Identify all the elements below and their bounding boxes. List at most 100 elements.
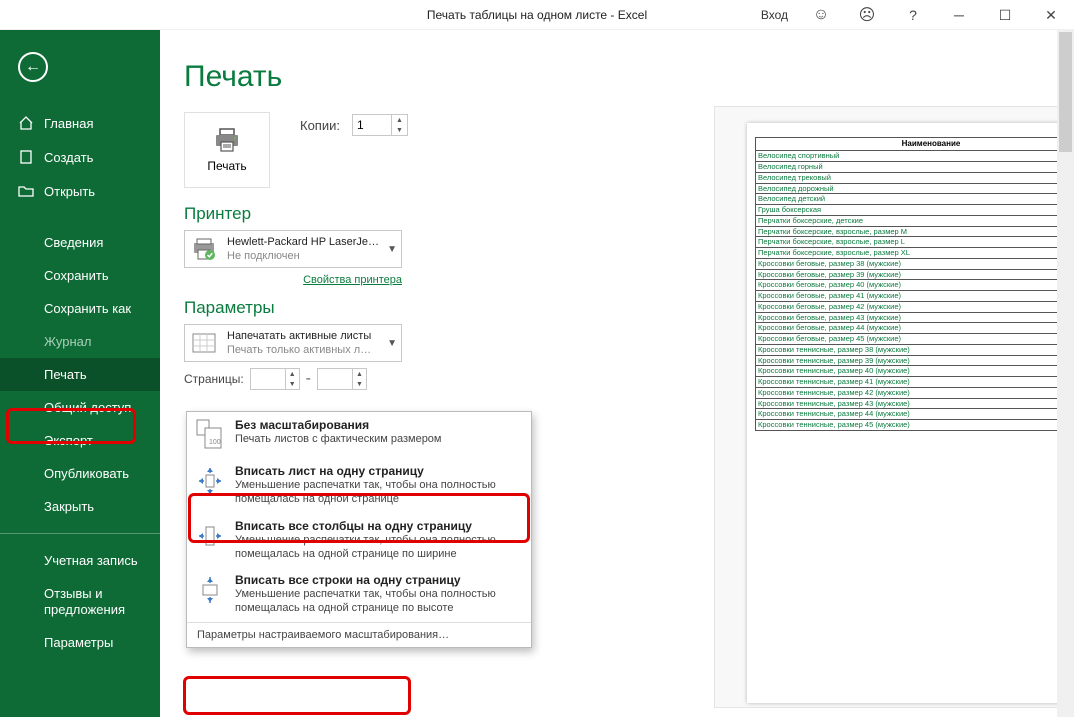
scale-option-fitrows[interactable]: Вписать все строки на одну страницуУмень… <box>187 567 531 622</box>
table-row: Кроссовки беговые, размер 45 (мужские)22… <box>756 334 1074 345</box>
spin-down-icon[interactable]: ▼ <box>286 379 299 389</box>
spin-up-icon[interactable]: ▲ <box>286 369 299 379</box>
sidebar-item-account[interactable]: Учетная запись <box>0 544 160 577</box>
print-button[interactable]: Печать <box>184 112 270 188</box>
help-icon[interactable]: ? <box>890 0 936 30</box>
scale-option-noscale[interactable]: 100 Без масштабированияПечать листов с ф… <box>187 412 531 458</box>
maximize-icon[interactable]: ☐ <box>982 0 1028 30</box>
window-scrollbar[interactable] <box>1057 30 1074 717</box>
sidebar-item-share[interactable]: Общий доступ <box>0 391 160 424</box>
chevron-down-icon: ▼ <box>387 338 397 349</box>
table-row: Кроссовки теннисные, размер 39 (мужские)… <box>756 355 1074 366</box>
table-row: Кроссовки беговые, размер 44 (мужские)22… <box>756 323 1074 334</box>
sidebar-item-label: Экспорт <box>44 433 93 448</box>
table-row: Кроссовки беговые, размер 38 (мужские)22… <box>756 258 1074 269</box>
table-row: Кроссовки теннисные, размер 41 (мужские)… <box>756 377 1074 388</box>
printer-icon <box>189 234 219 264</box>
fitcols-icon <box>195 519 225 553</box>
sidebar-item-label: Закрыть <box>44 499 94 514</box>
sidebar-item-label: Главная <box>44 116 93 131</box>
table-row: Велосипед спортивный2 560 <box>756 151 1074 162</box>
sidebar-item-options[interactable]: Параметры <box>0 626 160 659</box>
backstage-sidebar: ← Главная Создать Открыть Сведения Сохра… <box>0 30 160 717</box>
scale-option-fitcols[interactable]: Вписать все столбцы на одну страницуУмен… <box>187 513 531 568</box>
printer-props-link[interactable]: Свойства принтера <box>303 274 402 286</box>
table-row: Кроссовки теннисные, размер 45 (мужские)… <box>756 420 1074 431</box>
table-row: Перчатки боксерские, детские221 <box>756 215 1074 226</box>
sidebar-item-export[interactable]: Экспорт <box>0 424 160 457</box>
open-icon <box>18 183 34 199</box>
noscale-icon: 100 <box>195 418 225 452</box>
table-row: Груша боксерская153 <box>756 205 1074 216</box>
minimize-icon[interactable]: ─ <box>936 0 982 30</box>
sidebar-item-print[interactable]: Печать <box>0 358 160 391</box>
spin-down-icon[interactable]: ▼ <box>353 379 366 389</box>
sidebar-item-label: Печать <box>44 367 87 382</box>
sidebar-item-new[interactable]: Создать <box>0 140 160 174</box>
printer-combo[interactable]: Hewlett-Packard HP LaserJe… Не подключен… <box>184 230 402 268</box>
signin-link[interactable]: Вход <box>761 8 798 22</box>
sidebar-item-save[interactable]: Сохранить <box>0 259 160 292</box>
sidebar-item-label: Опубликовать <box>44 466 129 481</box>
active-sheets-combo[interactable]: Напечатать активные листы Печать только … <box>184 324 402 362</box>
sidebar-item-label: Создать <box>44 150 93 165</box>
sidebar-item-label: Журнал <box>44 334 91 349</box>
sidebar-item-label: Общий доступ <box>44 400 131 415</box>
svg-text:100: 100 <box>209 439 221 446</box>
close-icon[interactable]: ✕ <box>1028 0 1074 30</box>
sidebar-item-label: Открыть <box>44 184 95 199</box>
sidebar-item-close[interactable]: Закрыть <box>0 490 160 523</box>
scale-dropdown-menu: 100 Без масштабированияПечать листов с ф… <box>186 411 532 648</box>
sidebar-item-label: Сохранить <box>44 268 109 283</box>
table-row: Кроссовки теннисные, размер 43 (мужские)… <box>756 398 1074 409</box>
preview-page: Наименование Продано, шт. Велосипед спор… <box>747 123 1074 703</box>
spin-up-icon[interactable]: ▲ <box>353 369 366 379</box>
table-row: Велосипед трековый869 <box>756 172 1074 183</box>
sheets-icon <box>189 328 219 358</box>
table-row: Кроссовки теннисные, размер 38 (мужские)… <box>756 344 1074 355</box>
table-row: Кроссовки теннисные, размер 40 (мужские)… <box>756 366 1074 377</box>
sidebar-item-publish[interactable]: Опубликовать <box>0 457 160 490</box>
table-row: Перчатки боксерские, взрослые, размер M4… <box>756 226 1074 237</box>
table-row: Велосипед детский553 <box>756 194 1074 205</box>
sidebar-item-home[interactable]: Главная <box>0 106 160 140</box>
printweb-icon <box>212 127 242 153</box>
fitpage-icon <box>195 464 225 498</box>
table-row: Кроссовки беговые, размер 40 (мужские)50… <box>756 280 1074 291</box>
sidebar-item-history[interactable]: Журнал <box>0 325 160 358</box>
new-icon <box>18 149 34 165</box>
page-to-input[interactable]: ▲▼ <box>317 368 367 390</box>
face-sad-icon[interactable]: ☹ <box>844 0 890 30</box>
spin-up-icon[interactable]: ▲ <box>392 115 407 125</box>
pages-label: Страницы: <box>184 372 244 386</box>
sidebar-item-label: Отзывы и предложения <box>44 586 142 617</box>
copies-field[interactable] <box>353 115 391 135</box>
window-title: Печать таблицы на одном листе - Excel <box>427 8 647 22</box>
fitrows-icon <box>195 573 225 607</box>
table-row: Велосипед горный2 441 <box>756 162 1074 173</box>
sidebar-item-label: Учетная запись <box>44 553 138 568</box>
sidebar-item-info[interactable]: Сведения <box>0 226 160 259</box>
table-row: Кроссовки теннисные, размер 44 (мужские)… <box>756 409 1074 420</box>
copies-input[interactable]: ▲▼ <box>352 114 408 136</box>
back-button[interactable]: ← <box>18 52 48 82</box>
table-row: Перчатки боксерские, взрослые, размер XL… <box>756 248 1074 259</box>
face-happy-icon[interactable]: ☺ <box>798 0 844 30</box>
sidebar-item-feedback[interactable]: Отзывы и предложения <box>0 577 160 626</box>
preview-table: Наименование Продано, шт. Велосипед спор… <box>755 137 1074 431</box>
print-preview: Наименование Продано, шт. Велосипед спор… <box>714 106 1074 708</box>
scale-option-fitpage[interactable]: Вписать лист на одну страницуУменьшение … <box>187 458 531 513</box>
arrow-left-icon: ← <box>25 58 41 76</box>
sidebar-item-label: Параметры <box>44 635 113 650</box>
page-from-input[interactable]: ▲▼ <box>250 368 300 390</box>
sidebar-item-saveas[interactable]: Сохранить как <box>0 292 160 325</box>
table-header: Наименование <box>756 138 1074 151</box>
sidebar-item-label: Сохранить как <box>44 301 131 316</box>
spin-down-icon[interactable]: ▼ <box>392 125 407 135</box>
chevron-down-icon: ▼ <box>387 244 397 255</box>
sidebar-item-open[interactable]: Открыть <box>0 174 160 208</box>
scale-custom-option[interactable]: Параметры настраиваемого масштабирования… <box>187 622 531 647</box>
table-row: Велосипед дорожный223 <box>756 183 1074 194</box>
combo-line2: Печать только активных л… <box>227 343 379 357</box>
print-button-label: Печать <box>207 159 246 173</box>
